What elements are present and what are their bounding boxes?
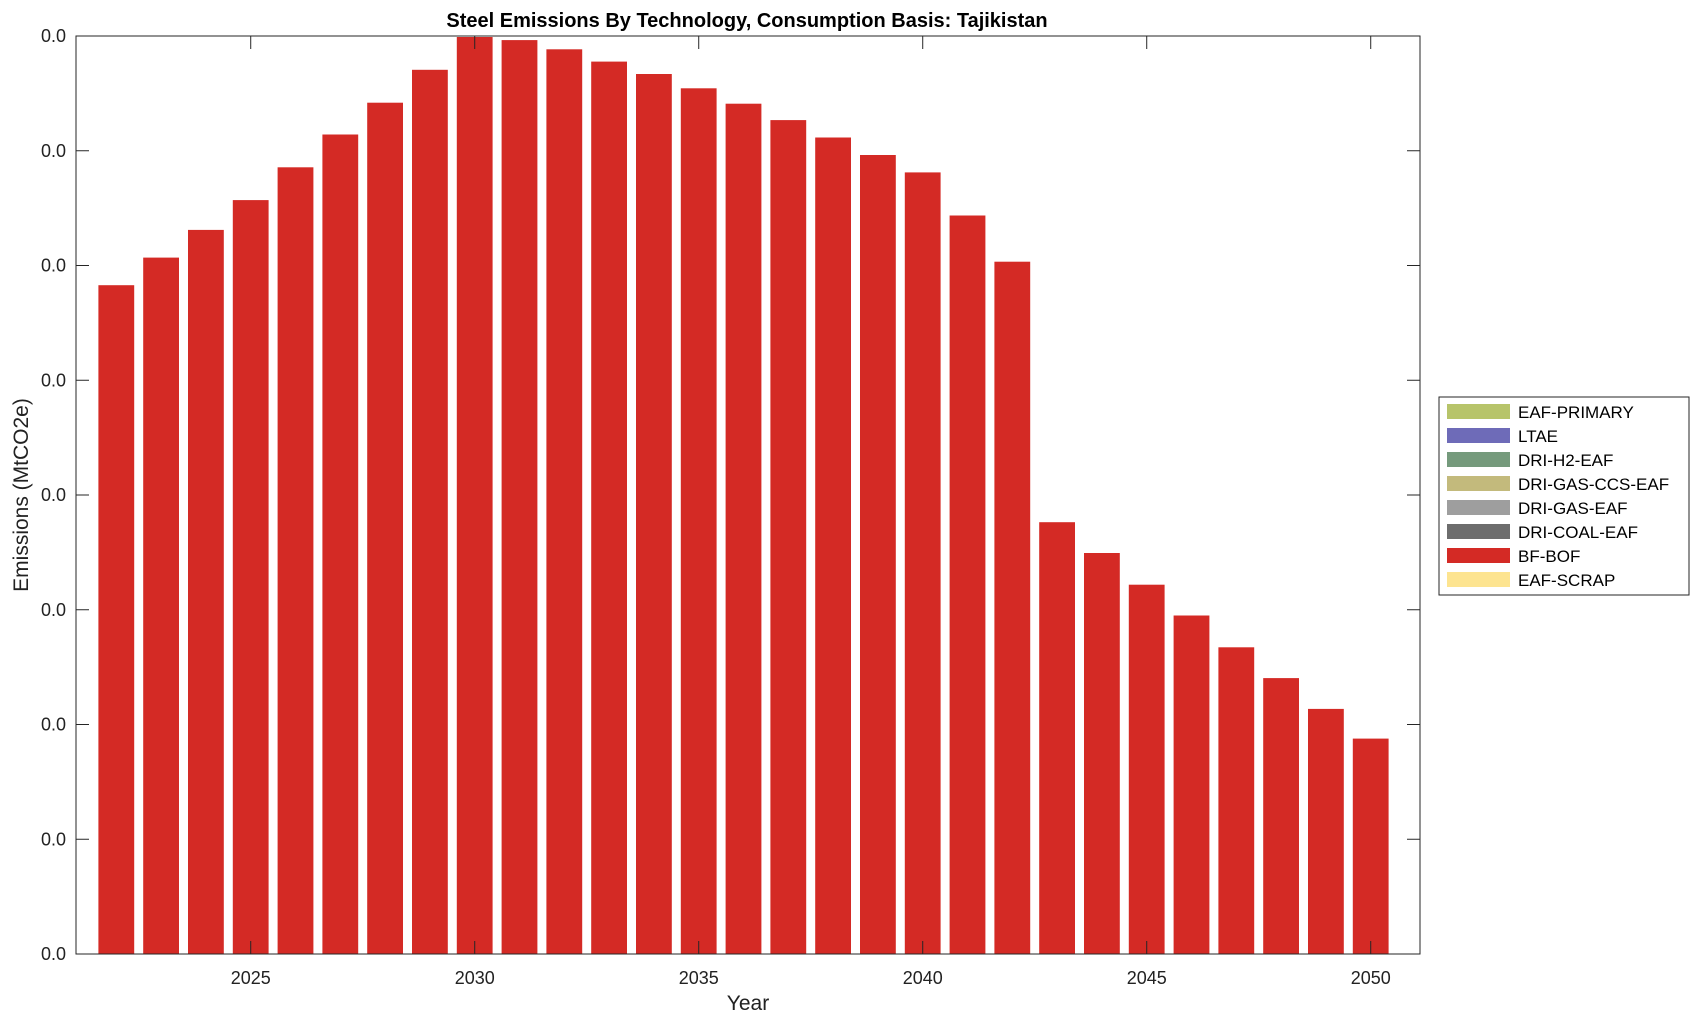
legend-swatch-dri-gas-eaf (1447, 500, 1510, 515)
bar-bf-bof-2030 (456, 37, 493, 954)
x-tick-label: 2030 (455, 968, 495, 988)
bar-bf-bof-2028 (367, 102, 403, 954)
bar-bf-bof-2032 (546, 49, 583, 955)
bar-bf-bof-2038 (815, 137, 851, 954)
bar-bf-bof-2034 (636, 74, 672, 954)
bar-bf-bof-2027 (322, 134, 359, 954)
y-tick-label: 0.0 (41, 829, 66, 849)
bar-bf-bof-2044 (1084, 553, 1120, 954)
bar-bf-bof-2033 (591, 61, 627, 955)
bar-bf-bof-2026 (277, 167, 314, 955)
x-tick-label: 2040 (903, 968, 943, 988)
bar-bf-bof-2023 (143, 257, 179, 955)
bar-bf-bof-2036 (725, 103, 762, 954)
y-axis-label: Emissions (MtCO2e) (10, 398, 33, 592)
x-tick-label: 2025 (231, 968, 271, 988)
legend-label-bf-bof: BF-BOF (1518, 547, 1580, 566)
x-tick-label: 2050 (1351, 968, 1391, 988)
legend-label-dri-gas-ccs-eaf: DRI-GAS-CCS-EAF (1518, 475, 1669, 494)
bar-bf-bof-2025 (232, 200, 269, 955)
y-tick-label: 0.0 (41, 256, 66, 276)
bar-bf-bof-2050 (1352, 738, 1389, 954)
x-tick-label: 2035 (679, 968, 719, 988)
legend-swatch-eaf-scrap (1447, 572, 1510, 587)
bar-bf-bof-2046 (1173, 615, 1210, 954)
legend-label-dri-h2-eaf: DRI-H2-EAF (1518, 451, 1613, 470)
bar-bf-bof-2045 (1128, 584, 1165, 954)
y-tick-label: 0.0 (41, 715, 66, 735)
y-axis: 0.0 0.0 0.0 0.0 0.0 0.0 0.0 0.0 0.0 (41, 26, 1420, 964)
bar-bf-bof-2037 (770, 120, 807, 955)
bar-bf-bof-2031 (501, 40, 538, 955)
y-tick-label: 0.0 (41, 370, 66, 390)
legend-swatch-bf-bof (1447, 548, 1510, 563)
y-tick-label: 0.0 (41, 141, 66, 161)
bar-bf-bof-2047 (1218, 647, 1255, 954)
bar-bf-bof-2049 (1308, 708, 1344, 954)
legend-swatch-dri-coal-eaf (1447, 524, 1510, 539)
x-tick-label: 2045 (1127, 968, 1167, 988)
bar-bf-bof-2035 (680, 88, 717, 955)
x-axis: 2025 2030 2035 2040 2045 2050 (231, 36, 1391, 988)
legend-label-dri-coal-eaf: DRI-COAL-EAF (1518, 523, 1638, 542)
bar-bf-bof-2043 (1039, 522, 1075, 954)
chart-title: Steel Emissions By Technology, Consumpti… (446, 10, 1047, 32)
x-axis-label: Year (727, 992, 769, 1015)
bar-bf-bof-2042 (994, 261, 1031, 954)
legend-swatch-eaf-primary (1447, 404, 1510, 419)
bars-group (98, 37, 1389, 955)
y-tick-label: 0.0 (41, 485, 66, 505)
bar-bf-bof-2029 (412, 69, 448, 955)
bar-bf-bof-2041 (949, 215, 986, 954)
legend-label-ltae: LTAE (1518, 427, 1558, 446)
legend-swatch-dri-h2-eaf (1447, 452, 1510, 467)
legend-label-eaf-primary: EAF-PRIMARY (1518, 403, 1634, 422)
bar-bf-bof-2040 (904, 172, 941, 954)
bar-bf-bof-2039 (860, 155, 896, 954)
legend: EAF-PRIMARY LTAE DRI-H2-EAF DRI-GAS-CCS-EAF… (1438, 396, 1690, 596)
legend-label-dri-gas-eaf: DRI-GAS-EAF (1518, 499, 1628, 518)
legend-swatch-ltae (1447, 428, 1510, 443)
bar-bf-bof-2024 (188, 229, 224, 954)
y-tick-label: 0.0 (41, 944, 66, 964)
bar-bf-bof-2022 (98, 285, 135, 954)
y-tick-label: 0.0 (41, 600, 66, 620)
y-tick-label: 0.0 (41, 26, 66, 46)
legend-swatch-dri-gas-ccs-eaf (1447, 476, 1510, 491)
bar-bf-bof-2048 (1263, 678, 1299, 954)
legend-label-eaf-scrap: EAF-SCRAP (1518, 571, 1615, 590)
